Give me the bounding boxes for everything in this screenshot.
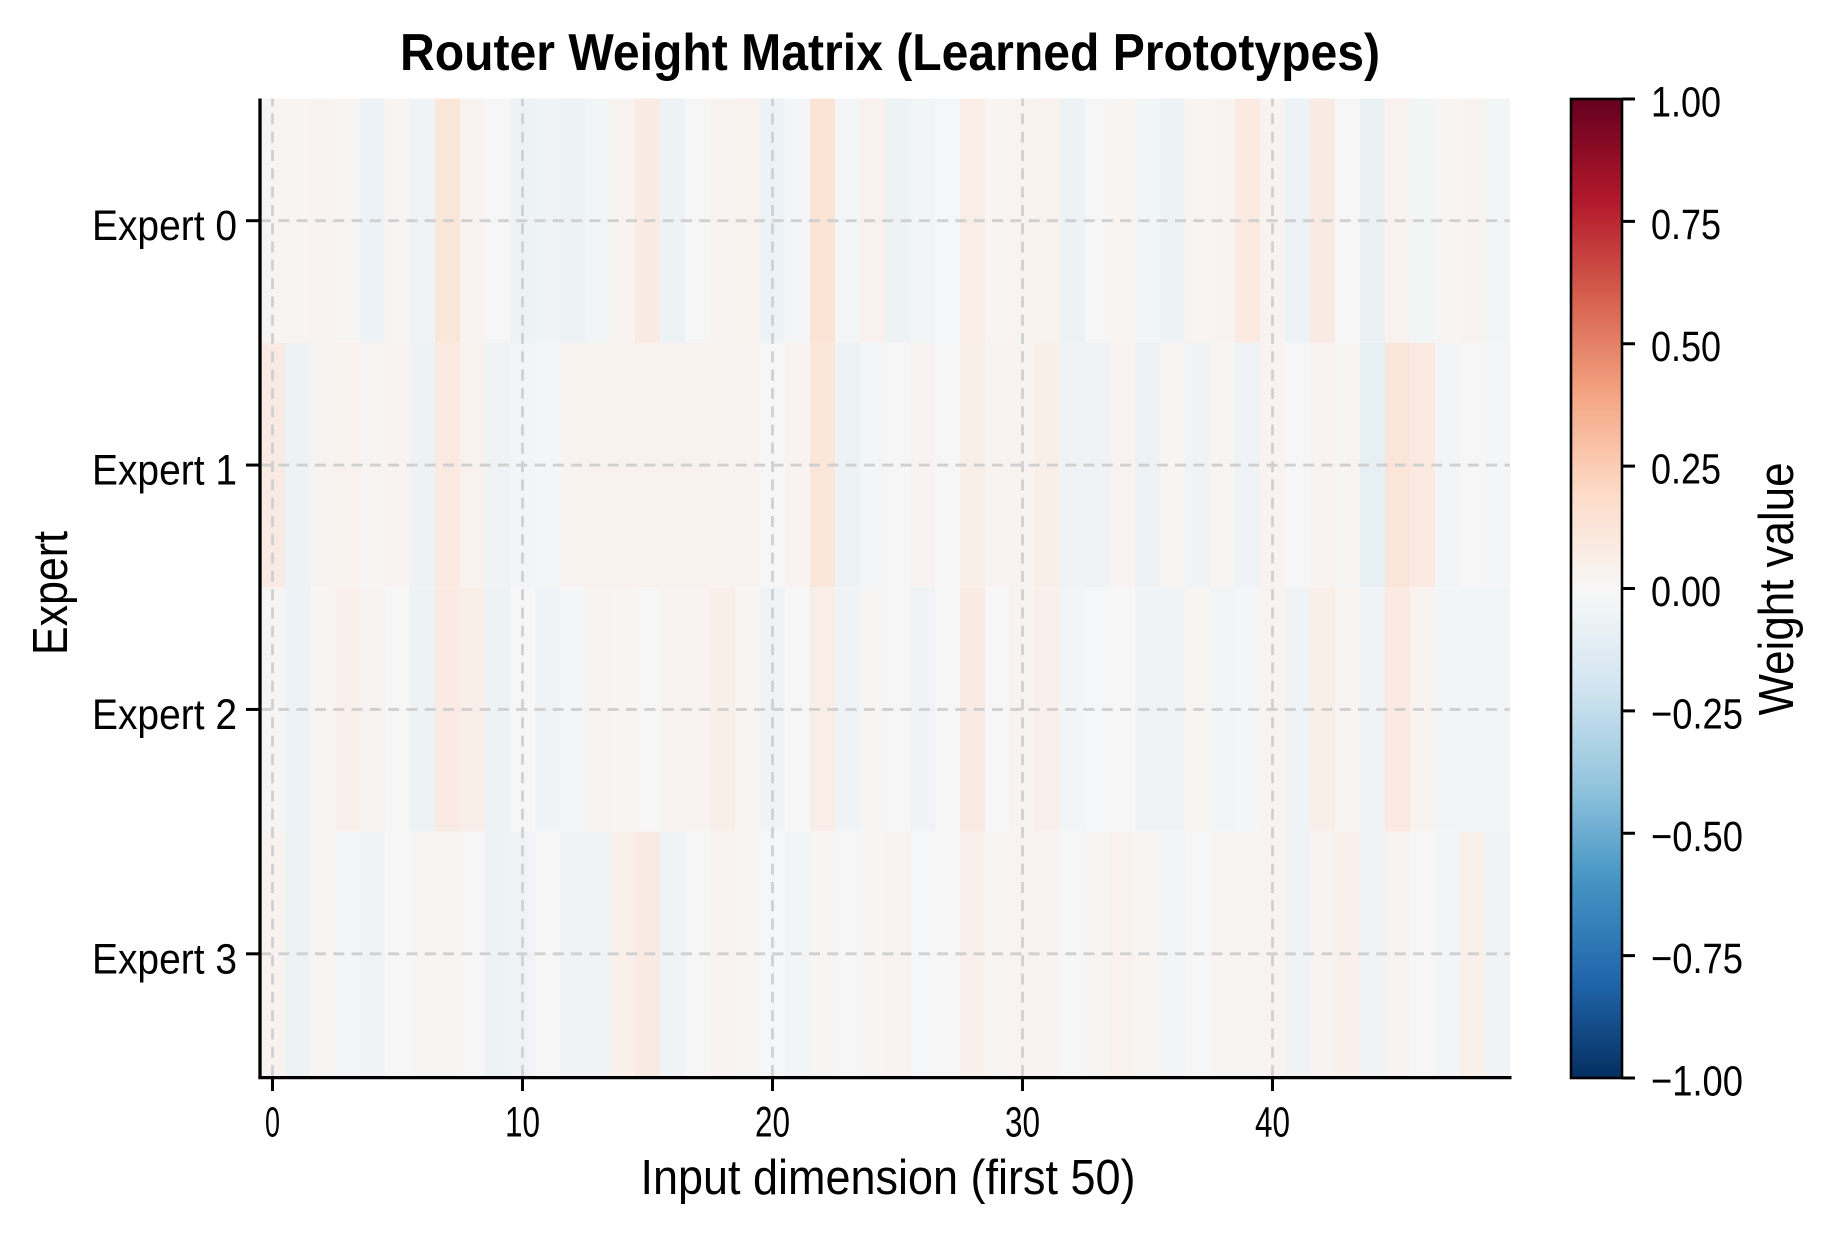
svg-text:40: 40 <box>1255 1099 1290 1147</box>
svg-text:Expert: Expert <box>24 531 78 655</box>
svg-text:Expert 0: Expert 0 <box>92 202 237 250</box>
svg-text:Weight value: Weight value <box>1750 463 1804 716</box>
svg-text:0.75: 0.75 <box>1651 201 1721 249</box>
svg-text:Input dimension (first 50): Input dimension (first 50) <box>641 1151 1136 1205</box>
svg-text:0.50: 0.50 <box>1651 323 1721 371</box>
svg-text:0.00: 0.00 <box>1651 568 1721 616</box>
svg-text:−0.50: −0.50 <box>1651 813 1743 861</box>
svg-text:Expert 2: Expert 2 <box>92 691 237 739</box>
svg-text:1.00: 1.00 <box>1651 79 1721 127</box>
svg-text:10: 10 <box>505 1099 540 1147</box>
svg-text:Expert 1: Expert 1 <box>92 447 237 495</box>
svg-text:20: 20 <box>755 1099 790 1147</box>
svg-text:Router Weight Matrix (Learned: Router Weight Matrix (Learned Prototypes… <box>400 24 1380 82</box>
svg-text:0: 0 <box>265 1099 280 1147</box>
svg-text:−1.00: −1.00 <box>1651 1058 1743 1106</box>
svg-text:−0.25: −0.25 <box>1651 690 1743 738</box>
svg-text:−0.75: −0.75 <box>1651 935 1743 983</box>
svg-text:Expert 3: Expert 3 <box>92 935 237 983</box>
svg-text:0.25: 0.25 <box>1651 446 1721 494</box>
svg-text:30: 30 <box>1005 1099 1040 1147</box>
